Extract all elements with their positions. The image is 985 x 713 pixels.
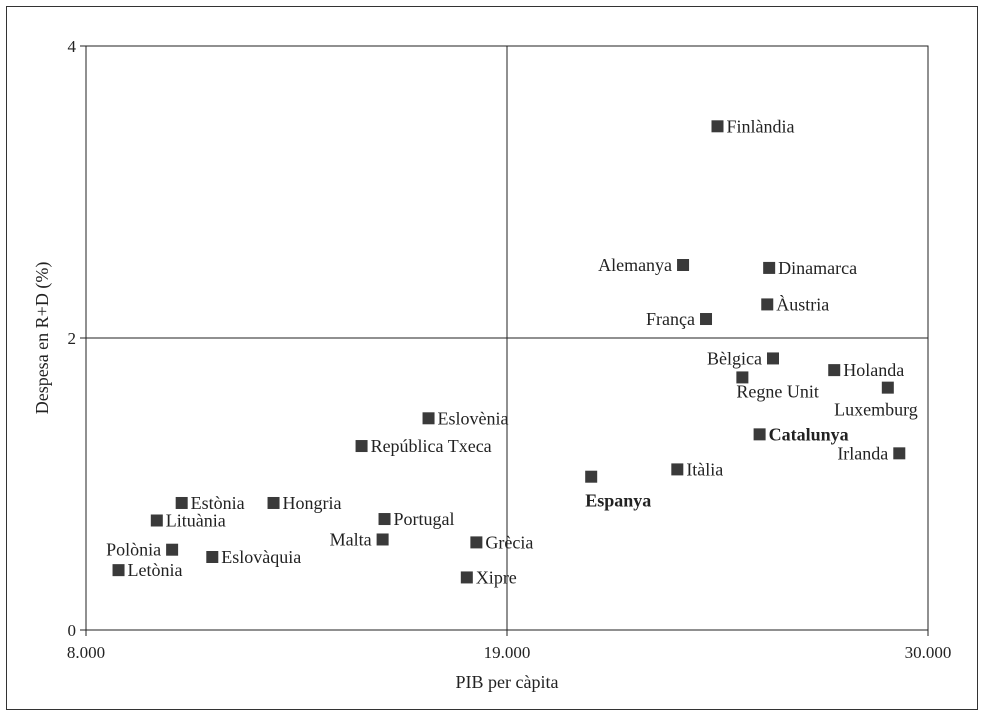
data-point: [378, 513, 391, 526]
point-label: Regne Unit: [736, 381, 819, 401]
data-point: [267, 496, 280, 509]
point-label: Espanya: [585, 491, 651, 511]
x-tick-label: 8.000: [67, 643, 105, 662]
data-point: [763, 261, 776, 274]
data-point: [585, 470, 598, 483]
y-tick-label: 2: [68, 329, 77, 348]
point-label: Xipre: [476, 567, 517, 587]
data-point: [112, 564, 125, 577]
point-label: Lituània: [166, 511, 226, 531]
x-tick-label: 30.000: [905, 643, 952, 662]
data-point: [460, 571, 473, 584]
y-tick-label: 4: [68, 37, 77, 56]
point-label: Eslovènia: [438, 408, 509, 428]
data-point: [175, 496, 188, 509]
data-point: [150, 514, 163, 527]
point-label: Àustria: [776, 293, 829, 314]
point-label: Irlanda: [837, 443, 888, 463]
data-point: [355, 440, 368, 453]
point-label: Dinamarca: [778, 258, 857, 278]
point-label: Itàlia: [686, 459, 723, 479]
x-tick-label: 19.000: [484, 643, 531, 662]
data-point: [766, 352, 779, 365]
x-axis-title: PIB per càpita: [456, 672, 559, 692]
point-label: Letònia: [128, 560, 183, 580]
point-label: Alemanya: [598, 255, 672, 275]
data-point: [206, 551, 219, 563]
data-point: [711, 120, 724, 133]
data-point: [761, 298, 774, 311]
y-axis-title: Despesa en R+D (%): [32, 262, 53, 415]
point-label: Bèlgica: [707, 348, 762, 368]
point-label: República Txeca: [371, 436, 492, 456]
data-point: [736, 371, 749, 384]
data-point: [828, 364, 841, 377]
point-label: Luxemburg: [834, 400, 918, 420]
point-label: Holanda: [843, 360, 904, 380]
point-label: França: [646, 309, 695, 329]
data-point: [671, 463, 684, 476]
point-label: Finlàndia: [727, 116, 795, 136]
axes: 8.000 19.000 30.000 0 2 4: [67, 37, 952, 662]
point-label: Malta: [330, 529, 372, 549]
point-label: Hongria: [283, 493, 342, 513]
point-label: Eslovàquia: [221, 547, 301, 567]
point-label: Portugal: [394, 509, 455, 529]
data-point: [893, 447, 906, 460]
data-point: [376, 533, 389, 546]
data-point: [470, 536, 483, 549]
data-point: [422, 412, 435, 425]
data-point: [700, 313, 713, 326]
point-label: Polònia: [106, 540, 161, 560]
data-point: [881, 381, 894, 394]
y-tick-label: 0: [68, 621, 77, 640]
data-point: [753, 428, 766, 441]
point-label: Catalunya: [769, 424, 849, 444]
data-points: Finlàndia Alemanya Dinamarca Àustria França B…: [106, 116, 918, 587]
point-label: Grècia: [485, 532, 533, 552]
data-point: [677, 259, 690, 271]
point-label: Estònia: [191, 493, 245, 513]
data-point: [166, 543, 179, 556]
chart-frame: [6, 6, 978, 710]
